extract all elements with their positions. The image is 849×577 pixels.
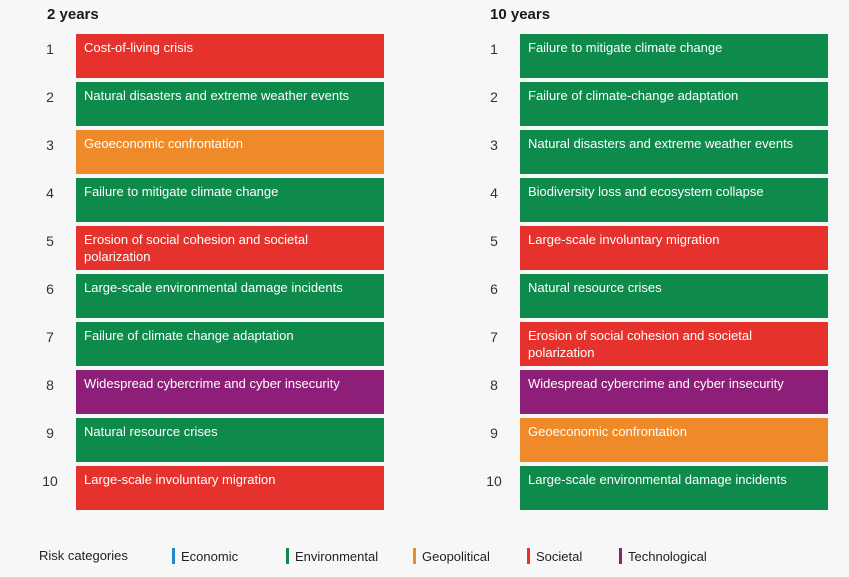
risk-rank: 6 <box>46 281 54 297</box>
risk-bar: Widespread cybercrime and cyber insecuri… <box>76 370 384 414</box>
risk-rank: 7 <box>490 329 498 345</box>
risk-bar: Failure of climate change adaptation <box>76 322 384 366</box>
risk-bar: Natural resource crises <box>520 274 828 318</box>
risk-bar: Cost-of-living crisis <box>76 34 384 78</box>
legend-swatch <box>286 548 289 564</box>
risk-bar: Failure to mitigate climate change <box>520 34 828 78</box>
legend-swatch <box>619 548 622 564</box>
risk-rank: 10 <box>42 473 58 489</box>
legend-swatch <box>172 548 175 564</box>
legend-item-environmental: Environmental <box>286 548 378 564</box>
risk-bar: Erosion of social cohesion and societal … <box>520 322 828 366</box>
legend-label: Economic <box>181 549 239 564</box>
risk-bar: Natural resource crises <box>76 418 384 462</box>
risk-categories-legend: Risk categories Economic Environmental Geo… <box>0 548 849 568</box>
risk-rank: 6 <box>490 281 498 297</box>
risk-bar: Large-scale involuntary migration <box>76 466 384 510</box>
risk-bar: Large-scale environmental damage inciden… <box>76 274 384 318</box>
risk-rank: 3 <box>490 137 498 153</box>
column-title-2-years: 2 years <box>47 6 99 23</box>
legend-swatch <box>413 548 416 564</box>
legend-item-technological: Technological <box>619 548 707 564</box>
risk-rank: 2 <box>46 89 54 105</box>
risk-rank: 9 <box>46 425 54 441</box>
risk-rank: 4 <box>490 185 498 201</box>
risk-rank: 8 <box>490 377 498 393</box>
risk-rank: 9 <box>490 425 498 441</box>
risk-rank: 5 <box>46 233 54 249</box>
risk-rank: 5 <box>490 233 498 249</box>
risk-bar: Natural disasters and extreme weather ev… <box>76 82 384 126</box>
legend-item-societal: Societal <box>527 548 582 564</box>
risk-bar: Widespread cybercrime and cyber insecuri… <box>520 370 828 414</box>
risk-bar: Large-scale environmental damage inciden… <box>520 466 828 510</box>
risk-bar: Geoeconomic confrontation <box>520 418 828 462</box>
legend-label: Geopolitical <box>422 549 490 564</box>
risk-rank: 2 <box>490 89 498 105</box>
legend-title: Risk categories <box>39 548 128 563</box>
legend-label: Environmental <box>295 549 379 564</box>
risk-rank: 1 <box>490 41 498 57</box>
risk-bar: Biodiversity loss and ecosystem collapse <box>520 178 828 222</box>
risk-bar: Large-scale involuntary migration <box>520 226 828 270</box>
column-title-10-years: 10 years <box>490 6 551 23</box>
risk-rank: 8 <box>46 377 54 393</box>
legend-label: Societal <box>536 549 583 564</box>
legend-swatch <box>527 548 530 564</box>
risk-bar: Natural disasters and extreme weather ev… <box>520 130 828 174</box>
risk-bar: Failure to mitigate climate change <box>76 178 384 222</box>
risk-bar: Erosion of social cohesion and societal … <box>76 226 384 270</box>
legend-label: Technological <box>628 549 707 564</box>
risk-rank: 7 <box>46 329 54 345</box>
risk-bar: Geoeconomic confrontation <box>76 130 384 174</box>
risk-rank: 3 <box>46 137 54 153</box>
risk-bar: Failure of climate-change adaptation <box>520 82 828 126</box>
risk-rank: 10 <box>486 473 502 489</box>
legend-item-geopolitical: Geopolitical <box>413 548 490 564</box>
risk-rank: 1 <box>46 41 54 57</box>
risk-rank: 4 <box>46 185 54 201</box>
legend-item-economic: Economic <box>172 548 238 564</box>
